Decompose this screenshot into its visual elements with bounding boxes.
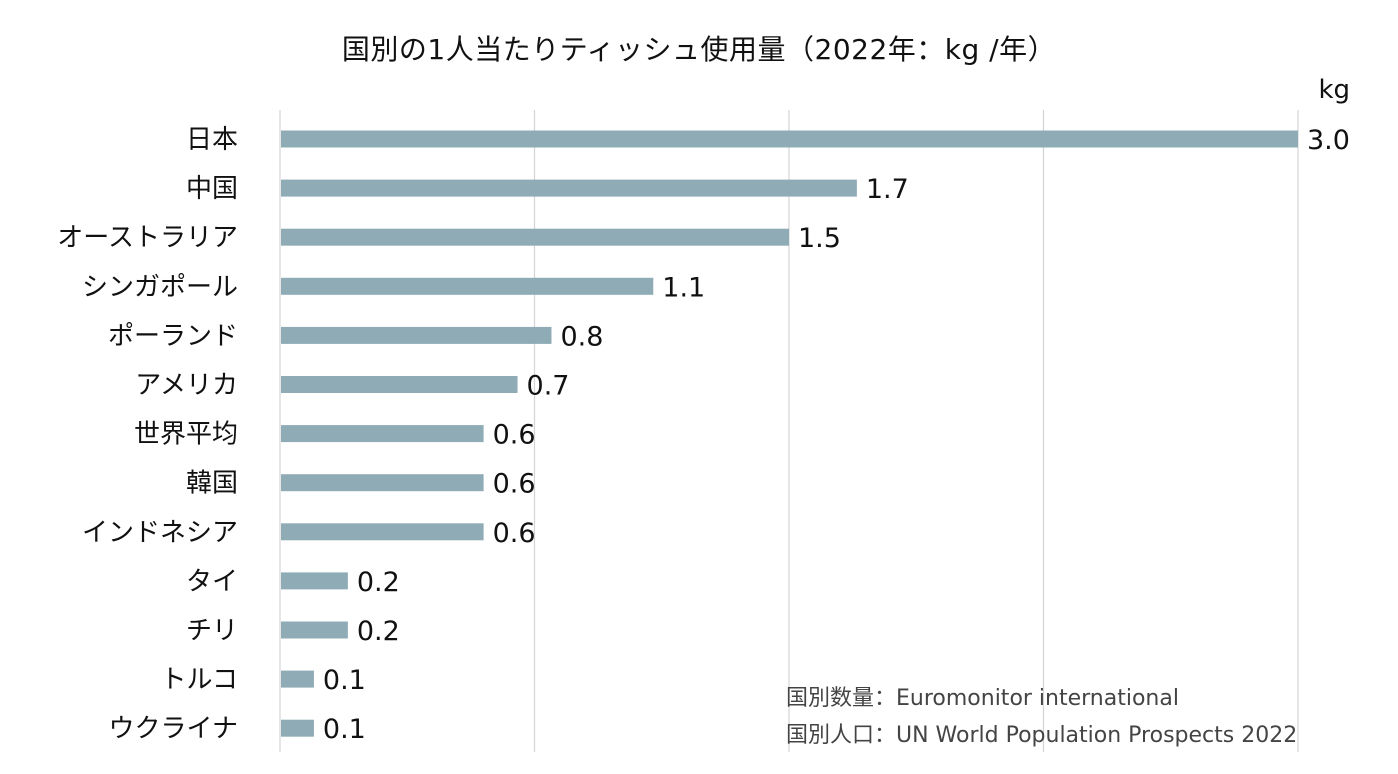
value-label: 0.1 — [323, 714, 366, 745]
value-label: 0.7 — [527, 371, 570, 402]
category-label: シンガポール — [82, 272, 238, 302]
unit-label: kg — [1318, 75, 1350, 105]
bar — [281, 572, 348, 590]
category-label: 日本 — [186, 125, 238, 155]
category-label: 中国 — [186, 174, 238, 204]
value-label: 0.8 — [560, 321, 603, 352]
category-label: タイ — [186, 567, 238, 597]
value-label: 0.6 — [493, 469, 536, 500]
bar — [281, 670, 314, 688]
bar — [281, 376, 518, 393]
labels: 日本 3.0 中国 1.7 オーストラリア 1.5 シンガポール 1.1 ポーランド 0.8 アメリ… — [57, 125, 1350, 745]
value-label: 1.7 — [866, 174, 909, 205]
category-label: ウクライナ — [109, 714, 238, 744]
chart-title: 国別の1人当たりティッシュ使用量（2022年：kg /年） — [341, 33, 1057, 66]
bar — [281, 179, 857, 197]
category-label: ポーランド — [108, 321, 238, 351]
category-label: トルコ — [161, 665, 238, 695]
category-label: オーストラリア — [57, 223, 238, 253]
bar — [281, 719, 314, 737]
value-label: 0.2 — [357, 616, 400, 647]
category-label: アメリカ — [135, 371, 238, 401]
source-line-2: 国別人口：UN World Population Prospects 2022 — [786, 723, 1298, 748]
source-line-1: 国別数量：Euromonitor international — [786, 686, 1179, 711]
value-label: 1.5 — [798, 223, 841, 254]
value-label: 0.2 — [357, 567, 400, 598]
category-label: インドネシア — [82, 518, 238, 548]
bar — [281, 326, 552, 344]
bar — [281, 228, 789, 246]
value-label: 1.1 — [662, 272, 705, 303]
category-label: チリ — [186, 616, 238, 646]
bar — [281, 130, 1298, 148]
bar — [281, 425, 484, 443]
category-label: 韓国 — [186, 469, 238, 499]
gridlines — [279, 110, 1299, 752]
bar — [281, 474, 484, 492]
value-label: 0.1 — [323, 665, 366, 696]
bar — [281, 621, 348, 639]
bars — [281, 130, 1298, 737]
value-label: 0.6 — [493, 420, 536, 451]
value-label: 0.6 — [493, 518, 536, 549]
category-label: 世界平均 — [134, 420, 238, 450]
bar — [281, 277, 654, 295]
value-label: 3.0 — [1307, 125, 1350, 156]
bar — [281, 523, 484, 541]
